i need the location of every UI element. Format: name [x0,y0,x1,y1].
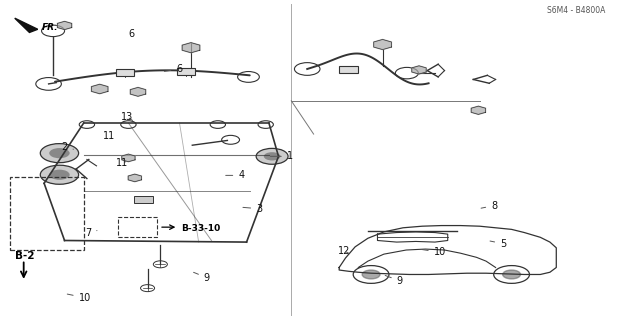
Text: 10: 10 [67,293,91,303]
Polygon shape [471,106,486,115]
Text: FR.: FR. [42,23,59,32]
Polygon shape [128,174,141,182]
Circle shape [49,148,70,158]
Text: 5: 5 [490,239,506,249]
FancyBboxPatch shape [177,68,195,75]
Circle shape [362,270,380,279]
Text: 9: 9 [385,275,403,286]
Text: B-2: B-2 [15,251,35,261]
Circle shape [49,170,70,180]
Polygon shape [412,66,426,74]
Text: 11: 11 [116,158,128,168]
Text: S6M4 - B4800A: S6M4 - B4800A [547,6,605,15]
Circle shape [40,144,79,163]
Polygon shape [374,40,392,50]
Text: 9: 9 [193,272,210,283]
Text: 6: 6 [129,29,134,39]
Text: 11: 11 [104,131,116,141]
Text: 10: 10 [422,247,446,257]
Circle shape [264,152,280,160]
Text: 2: 2 [61,142,74,152]
Polygon shape [58,21,72,30]
Circle shape [502,270,520,279]
Polygon shape [131,87,146,96]
Text: 1: 1 [271,151,293,161]
Text: 8: 8 [481,201,497,211]
FancyBboxPatch shape [134,196,153,203]
Polygon shape [15,18,38,33]
Polygon shape [92,84,108,94]
Text: B-33-10: B-33-10 [180,224,220,233]
FancyBboxPatch shape [339,66,358,73]
Text: 4: 4 [226,170,244,180]
Polygon shape [182,43,200,53]
Text: 13: 13 [121,112,133,122]
Text: 7: 7 [85,227,97,238]
Polygon shape [122,154,135,162]
FancyBboxPatch shape [116,69,134,76]
Text: 3: 3 [243,204,262,214]
Circle shape [40,165,79,184]
Text: 12: 12 [338,246,350,256]
Text: 6: 6 [164,64,182,74]
Circle shape [256,148,288,164]
